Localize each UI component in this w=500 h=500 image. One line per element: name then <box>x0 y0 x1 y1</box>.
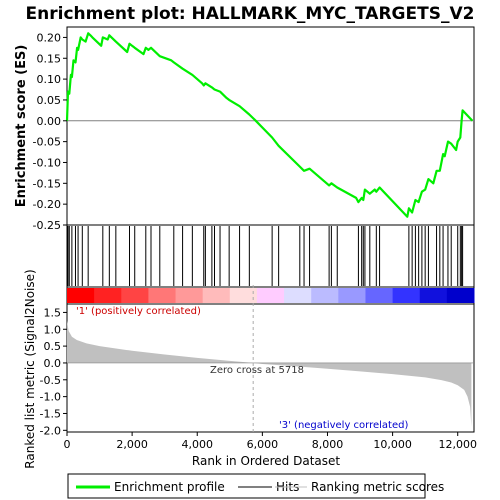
heatmap-segment <box>392 288 421 303</box>
x-tick-label: 0 <box>64 438 71 451</box>
legend-box <box>67 473 426 499</box>
heatmap-segment <box>365 288 394 303</box>
enrichment-profile-line <box>65 32 474 218</box>
chart-title: Enrichment plot: HALLMARK_MYC_TARGETS_V2 <box>26 4 475 24</box>
hits-panel-frame <box>66 224 475 288</box>
legend-label-metric: Ranking metric scores <box>311 480 444 494</box>
legend-label-enrichment: Enrichment profile <box>114 480 225 494</box>
heatmap-segment <box>446 288 475 303</box>
metric-y-tick-label: -0.5 <box>40 374 61 387</box>
metric-layer <box>67 285 474 432</box>
metric-y-tick-label: -1.0 <box>40 391 61 404</box>
heatmap-segment <box>256 288 285 303</box>
es-layer <box>65 32 474 218</box>
es-panel-frame <box>66 26 475 226</box>
es-y-tick-label: -0.05 <box>33 136 61 149</box>
heatmap-segment <box>202 288 231 303</box>
metric-y-tick-label: -1.5 <box>40 407 61 420</box>
metric-y-tick-label: 0.0 <box>44 357 62 370</box>
metric-y-tick-label: 1.0 <box>44 323 62 336</box>
x-tick-label: 10,000 <box>373 438 412 451</box>
zero-cross-label: Zero cross at 5718 <box>210 365 304 376</box>
heatmap-segment <box>229 288 258 303</box>
x-tick-label: 6,000 <box>247 438 279 451</box>
heatmap-segment <box>284 288 312 303</box>
heatmap-segment <box>67 288 95 303</box>
es-y-tick-label: -0.25 <box>33 219 61 232</box>
es-y-tick-label: 0.10 <box>37 73 62 86</box>
x-tick-label: 2,000 <box>116 438 148 451</box>
x-tick-label: 4,000 <box>181 438 213 451</box>
heatmap-layer <box>67 288 475 303</box>
positive-correlation-label: '1' (positively correlated) <box>76 306 201 317</box>
heatmap-segment <box>175 288 204 303</box>
legend: Enrichment profile Hits Ranking metric s… <box>67 473 444 499</box>
heatmap-segment <box>94 288 122 303</box>
es-y-tick-label: 0.20 <box>37 31 62 44</box>
es-y-tick-label: 0.05 <box>37 94 62 107</box>
metric-y-tick-label: -2.0 <box>40 424 61 437</box>
heatmap-segment <box>121 288 149 303</box>
x-axis-title: Rank in Ordered Dataset <box>192 454 340 468</box>
heatmap-segment <box>148 288 177 303</box>
es-y-axis-title: Enrichment score (ES) <box>14 45 29 208</box>
ranking-metric-area <box>67 320 472 427</box>
es-y-tick-label: 0.15 <box>37 52 62 65</box>
x-tick-label: 8,000 <box>312 438 344 451</box>
es-y-tick-label: -0.20 <box>33 198 61 211</box>
es-y-tick-label: -0.15 <box>33 177 61 190</box>
heatmap-segment <box>419 288 448 303</box>
hits-layer <box>67 226 464 286</box>
heatmap-segment <box>311 288 339 303</box>
axis-layer: -0.25-0.20-0.15-0.10-0.050.000.050.100.1… <box>33 31 477 451</box>
negative-correlation-label: '3' (negatively correlated) <box>279 420 408 431</box>
metric-y-tick-label: 1.5 <box>44 306 62 319</box>
metric-y-axis-title: Ranked list metric (Signal2Noise) <box>23 269 37 468</box>
x-tick-label: 12,000 <box>438 438 477 451</box>
heatmap-segment <box>338 288 366 303</box>
metric-y-tick-label: 0.5 <box>44 340 62 353</box>
es-y-tick-label: 0.00 <box>37 115 62 128</box>
es-y-tick-label: -0.10 <box>33 156 61 169</box>
